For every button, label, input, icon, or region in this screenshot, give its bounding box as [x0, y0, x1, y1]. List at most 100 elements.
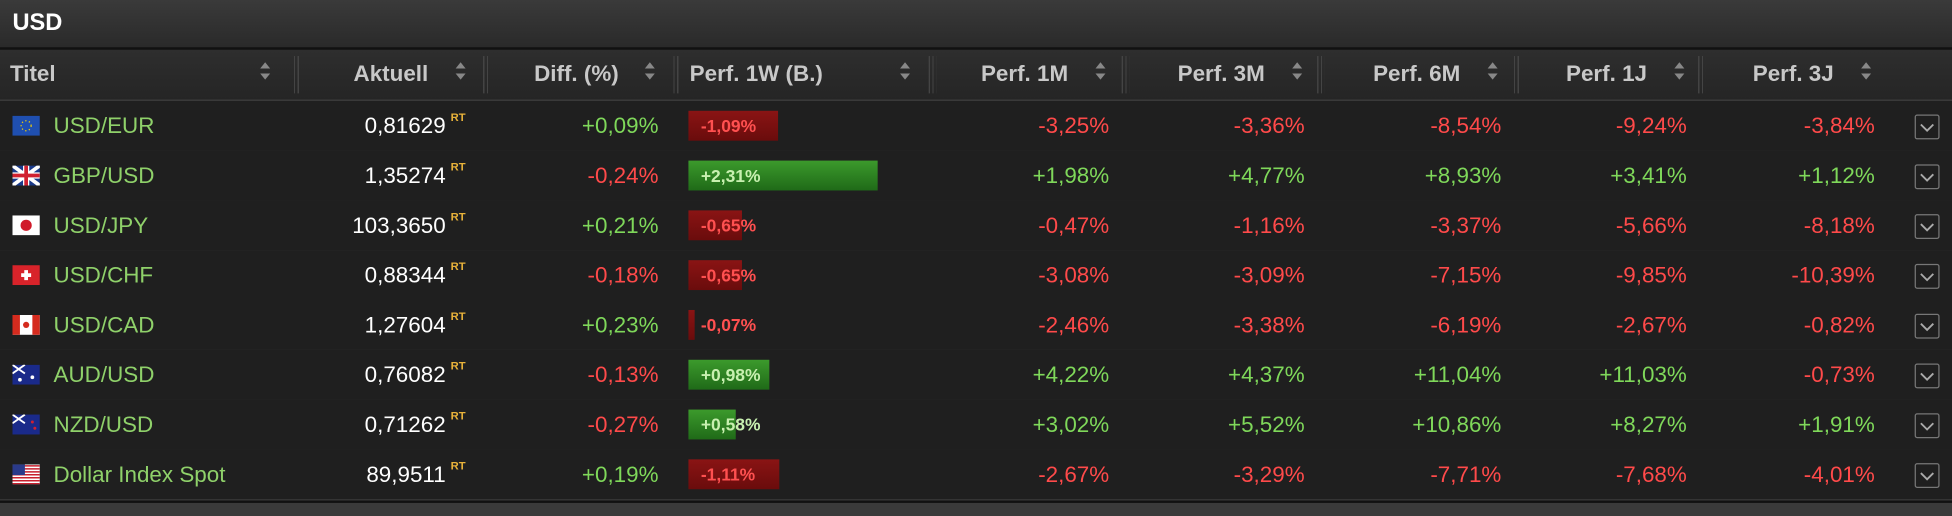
column-header[interactable]: Diff. (%): [534, 61, 619, 86]
perf-value: +8,93%: [1424, 163, 1502, 188]
perf-bar: [688, 110, 778, 141]
instrument-name[interactable]: USD/CAD: [53, 312, 155, 338]
column-header[interactable]: Perf. 1W (B.): [689, 61, 823, 86]
perf-value: +4,37%: [1228, 362, 1305, 388]
instrument-name[interactable]: AUD/USD: [53, 362, 155, 388]
perf-value: +11,04%: [1413, 362, 1502, 388]
column-resize-grip: [928, 56, 937, 94]
perf-value: -3,25%: [1038, 113, 1110, 139]
perf-value: -2,67%: [1615, 312, 1687, 338]
column-header[interactable]: Perf. 1J: [1566, 61, 1648, 86]
sort-arrows: [1487, 62, 1498, 80]
row-menu-toggle[interactable]: [1914, 463, 1940, 489]
flag-icon: [11, 164, 41, 188]
column-header[interactable]: Perf. 6M: [1373, 61, 1461, 86]
price: 89,9511: [366, 461, 446, 487]
row-menu-toggle[interactable]: [1914, 164, 1940, 190]
chevron: [1920, 123, 1934, 133]
sort-arrows: [644, 62, 655, 80]
sort-arrows: [260, 62, 271, 80]
perf-bar: [688, 309, 695, 340]
perf-bar-label: -1,11%: [700, 464, 756, 485]
column-header[interactable]: Titel: [9, 61, 56, 86]
realtime-badge: RT: [450, 359, 466, 373]
flag: [11, 363, 40, 385]
flag: [12, 464, 40, 485]
realtime-badge: RT: [450, 309, 466, 323]
sort-icon[interactable]: [899, 60, 911, 82]
sort-arrows: [900, 62, 911, 80]
perf-value: +0,09%: [581, 113, 659, 139]
flag: [11, 164, 41, 188]
sort-icon[interactable]: [1673, 60, 1685, 82]
row-menu-toggle[interactable]: [1914, 263, 1940, 289]
perf-bar-label: +0,98%: [700, 364, 761, 385]
perf-value: +0,19%: [581, 461, 659, 487]
flag-icon: [11, 363, 40, 385]
column-resize-grip: [1698, 56, 1706, 94]
perf-value: +11,03%: [1599, 362, 1687, 388]
perf-value: -6,19%: [1430, 312, 1502, 338]
chevron: [1920, 223, 1934, 232]
widget-title: USD: [12, 9, 63, 37]
perf-bar-label: -0,65%: [700, 215, 757, 236]
sort-icon[interactable]: [1486, 60, 1498, 82]
perf-value: +0,23%: [581, 312, 659, 338]
price: 0,76082: [364, 362, 446, 388]
instrument-name[interactable]: USD/CHF: [53, 262, 154, 288]
perf-value: -8,54%: [1430, 113, 1502, 139]
flag-icon: [12, 314, 40, 335]
perf-value: +0,21%: [581, 212, 659, 238]
realtime-badge: RT: [450, 260, 466, 273]
chevron: [1920, 372, 1934, 382]
sort-icon[interactable]: [454, 60, 466, 82]
perf-value: +1,12%: [1798, 163, 1875, 188]
perf-value: -9,24%: [1615, 113, 1687, 139]
sort-icon[interactable]: [1860, 60, 1872, 82]
chevron: [1920, 422, 1934, 431]
column-header[interactable]: Aktuell: [353, 61, 429, 86]
perf-value: -3,38%: [1233, 312, 1305, 338]
row-menu-toggle[interactable]: [1914, 114, 1940, 140]
table-row: [0, 399, 1952, 451]
row-menu-toggle[interactable]: [1914, 313, 1940, 339]
instrument-name[interactable]: NZD/USD: [53, 412, 154, 437]
perf-value: -3,29%: [1233, 461, 1305, 487]
perf-value: +3,02%: [1032, 412, 1110, 437]
row-menu-toggle[interactable]: [1914, 413, 1940, 439]
sort-icon[interactable]: [644, 60, 656, 82]
title-bar: [0, 0, 1952, 50]
row-menu-toggle[interactable]: [1914, 214, 1940, 240]
perf-value: -3,84%: [1803, 113, 1875, 139]
flag-icon: [12, 464, 40, 485]
column-resize-grip: [1317, 56, 1325, 94]
column-resize-grip: [1121, 56, 1130, 94]
realtime-badge: RT: [450, 210, 466, 223]
table-row: [0, 150, 1952, 202]
sort-icon[interactable]: [1291, 60, 1303, 82]
column-header[interactable]: Perf. 3J: [1752, 61, 1834, 86]
instrument-name[interactable]: USD/JPY: [53, 212, 149, 238]
instrument-name[interactable]: USD/EUR: [53, 113, 155, 139]
price: 1,27604: [364, 312, 446, 338]
perf-bar: [688, 459, 780, 490]
perf-value: -8,18%: [1803, 212, 1875, 238]
perf-bar-label: -0,07%: [700, 314, 757, 335]
row-menu-toggle[interactable]: [1914, 363, 1940, 389]
perf-bar: [688, 359, 769, 390]
flag: [12, 215, 40, 236]
column-header[interactable]: Perf. 3M: [1177, 61, 1265, 86]
perf-value: +8,27%: [1610, 412, 1687, 437]
column-resize-grip: [293, 56, 302, 94]
sort-icon[interactable]: [1094, 60, 1106, 82]
instrument-name[interactable]: Dollar Index Spot: [53, 461, 226, 487]
sort-arrows: [1095, 62, 1106, 80]
column-header[interactable]: Perf. 1M: [980, 61, 1069, 86]
perf-value: +4,22%: [1032, 362, 1110, 388]
sort-arrows: [1292, 62, 1303, 80]
instrument-name[interactable]: GBP/USD: [53, 163, 155, 188]
column-resize-grip: [673, 56, 681, 94]
perf-value: -1,16%: [1233, 212, 1305, 238]
sort-icon[interactable]: [259, 60, 271, 82]
perf-bar-label: +0,58%: [700, 414, 761, 435]
